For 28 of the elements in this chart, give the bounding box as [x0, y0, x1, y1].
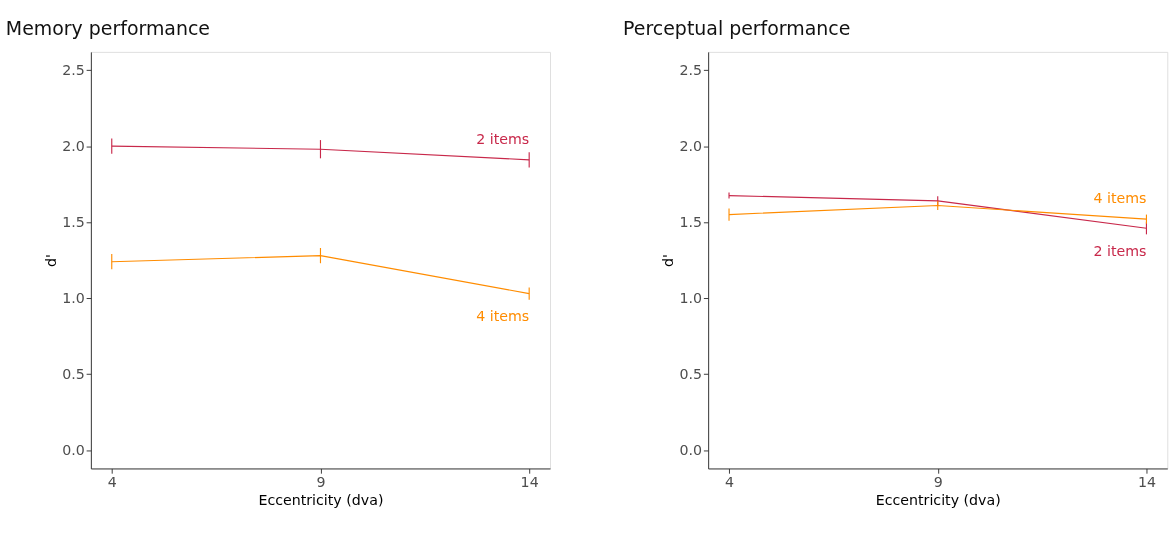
- y-tick-label: 0.5: [679, 366, 702, 383]
- series-label: 2 items: [476, 130, 530, 147]
- x-tick-label: 9: [933, 473, 943, 490]
- x-axis-title: Eccentricity (dva): [875, 491, 1001, 508]
- y-tick-label: 2.0: [679, 138, 702, 155]
- y-axis-title: d': [659, 254, 676, 268]
- chart-title: Memory performance: [5, 16, 210, 39]
- y-tick-label: 0.0: [679, 442, 702, 459]
- y-tick-label: 1.5: [679, 214, 702, 231]
- y-tick-label: 1.0: [62, 290, 85, 307]
- chart-title: Perceptual performance: [623, 16, 851, 39]
- y-axis-title: d': [42, 254, 59, 268]
- series-label: 4 items: [1093, 190, 1147, 207]
- x-tick-label: 4: [107, 473, 117, 490]
- x-axis-title: Eccentricity (dva): [258, 491, 384, 508]
- x-tick-label: 14: [520, 473, 539, 490]
- series-label: 2 items: [1093, 242, 1147, 259]
- y-tick-label: 2.5: [679, 62, 702, 79]
- y-tick-label: 0.0: [62, 442, 85, 459]
- y-tick-label: 1.5: [62, 214, 85, 231]
- y-tick-label: 2.5: [62, 62, 85, 79]
- y-tick-label: 1.0: [679, 290, 702, 307]
- x-tick-label: 9: [316, 473, 326, 490]
- y-tick-label: 2.0: [62, 138, 85, 155]
- x-tick-label: 4: [724, 473, 735, 490]
- x-tick-label: 14: [1137, 473, 1156, 490]
- series-label: 4 items: [476, 308, 530, 325]
- y-tick-label: 0.5: [62, 366, 85, 383]
